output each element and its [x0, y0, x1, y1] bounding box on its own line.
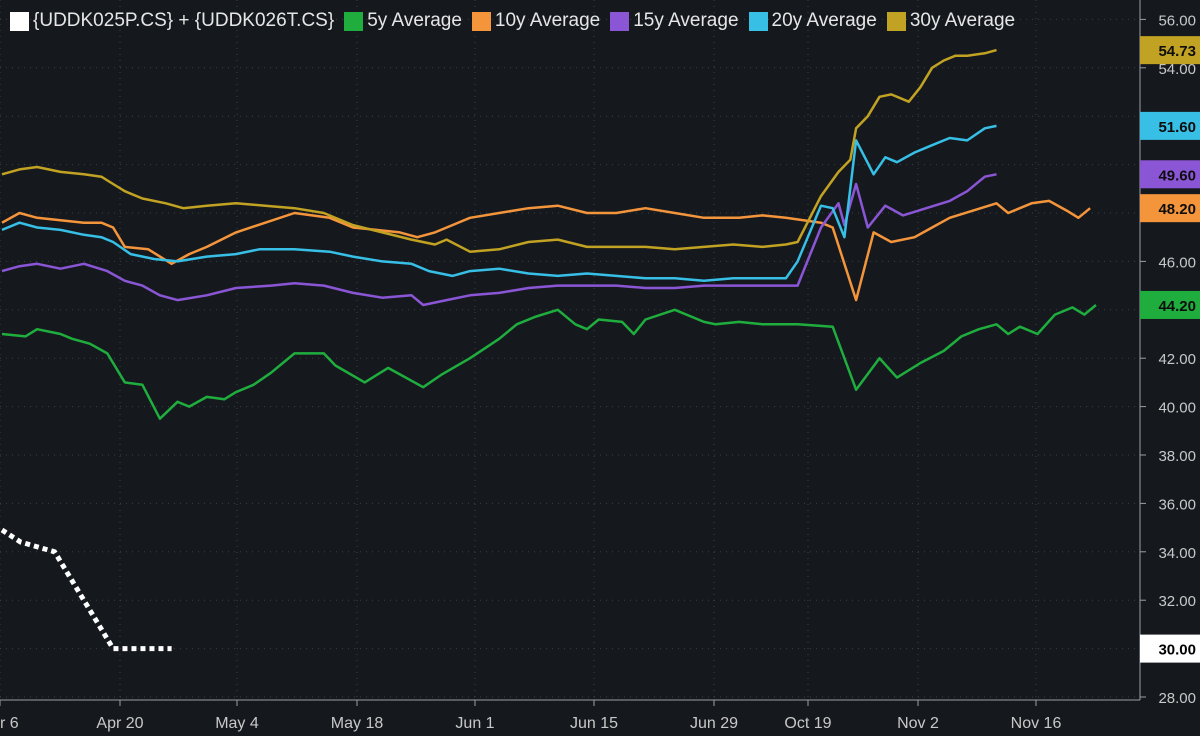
x-tick-label: r 6 — [0, 715, 19, 732]
legend-item[interactable]: 30y Average — [886, 10, 1016, 32]
last-value-badge: 51.60 — [1140, 111, 1200, 140]
badge-label: 30.00 — [1158, 642, 1196, 659]
series-line-4 — [1, 124, 997, 283]
x-axis: r 6 Apr 20 May 4 May 18 Jun 1 Jun 15 Jun 29 Oct… — [0, 699, 1140, 732]
legend-swatch — [344, 11, 364, 31]
legend-swatch — [886, 11, 906, 31]
x-tick-label: Jun 29 — [690, 715, 738, 732]
legend-item[interactable]: 10y Average — [471, 10, 601, 32]
legend-swatch — [610, 11, 630, 31]
x-tick-label: Nov 2 — [897, 715, 939, 732]
legend-label: 20y Average — [771, 10, 877, 31]
badge-label: 44.20 — [1158, 298, 1196, 315]
legend-label: {UDDK025P.CS} + {UDDK026T.CS} — [33, 10, 335, 31]
last-value-badge: 48.20 — [1140, 194, 1200, 223]
y-tick-label: 28.00 — [1158, 690, 1196, 707]
last-value-labels: 30.00 44.20 48.20 49.60 51.60 54.73 — [1140, 36, 1200, 663]
legend-swatch — [10, 11, 29, 31]
x-tick-label: Jun 1 — [455, 715, 494, 732]
legend-label: 15y Average — [633, 10, 739, 31]
y-tick-label: 42.00 — [1158, 351, 1196, 368]
badge-background — [1140, 160, 1200, 189]
badge-background — [1140, 634, 1200, 663]
legend-label: 5y Average — [367, 10, 462, 31]
legend: {UDDK025P.CS} + {UDDK026T.CS} 5y Average 1… — [10, 10, 1015, 32]
badge-label: 49.60 — [1158, 167, 1196, 184]
legend-item[interactable]: 5y Average — [344, 10, 462, 32]
badge-background — [1140, 36, 1200, 65]
grid — [0, 0, 1140, 700]
x-tick-label: Oct 19 — [784, 715, 831, 732]
x-tick-label: Apr 20 — [96, 715, 143, 732]
legend-item[interactable]: 20y Average — [748, 10, 877, 32]
last-value-badge: 44.20 — [1140, 290, 1200, 319]
y-tick-label: 38.00 — [1158, 448, 1196, 465]
badge-label: 51.60 — [1158, 119, 1196, 136]
x-tick-label: Nov 16 — [1011, 715, 1062, 732]
badge-background — [1140, 290, 1200, 319]
series-line-5 — [1, 48, 997, 253]
y-tick-label: 32.00 — [1158, 593, 1196, 610]
badge-background — [1140, 194, 1200, 223]
x-tick-label: May 18 — [331, 715, 384, 732]
x-tick-label: Jun 15 — [570, 715, 618, 732]
y-tick-label: 46.00 — [1158, 254, 1196, 271]
last-value-badge: 54.73 — [1140, 36, 1200, 65]
y-tick-label: 34.00 — [1158, 545, 1196, 562]
legend-label: 30y Average — [909, 10, 1016, 31]
legend-item[interactable]: {UDDK025P.CS} + {UDDK026T.CS} — [10, 10, 334, 32]
x-tick-label: May 4 — [215, 715, 259, 732]
legend-label: 10y Average — [494, 10, 601, 31]
y-tick-label: 40.00 — [1158, 400, 1196, 417]
legend-swatch — [748, 11, 768, 31]
y-tick-label: 36.00 — [1158, 496, 1196, 513]
badge-label: 48.20 — [1158, 201, 1196, 218]
series-line-2 — [1, 199, 1091, 302]
series-line-1 — [1, 304, 1097, 420]
y-tick-label: 56.00 — [1158, 12, 1196, 29]
last-value-badge: 49.60 — [1140, 160, 1200, 189]
last-value-badge: 30.00 — [1140, 634, 1200, 663]
badge-label: 54.73 — [1158, 43, 1196, 60]
series-line-0 — [0, 527, 172, 652]
series-layer — [0, 48, 1097, 652]
legend-swatch — [471, 11, 491, 31]
series-line-3 — [1, 173, 997, 307]
y-tick-label: 54.00 — [1158, 61, 1196, 78]
badge-background — [1140, 111, 1200, 140]
legend-item[interactable]: 15y Average — [610, 10, 739, 32]
